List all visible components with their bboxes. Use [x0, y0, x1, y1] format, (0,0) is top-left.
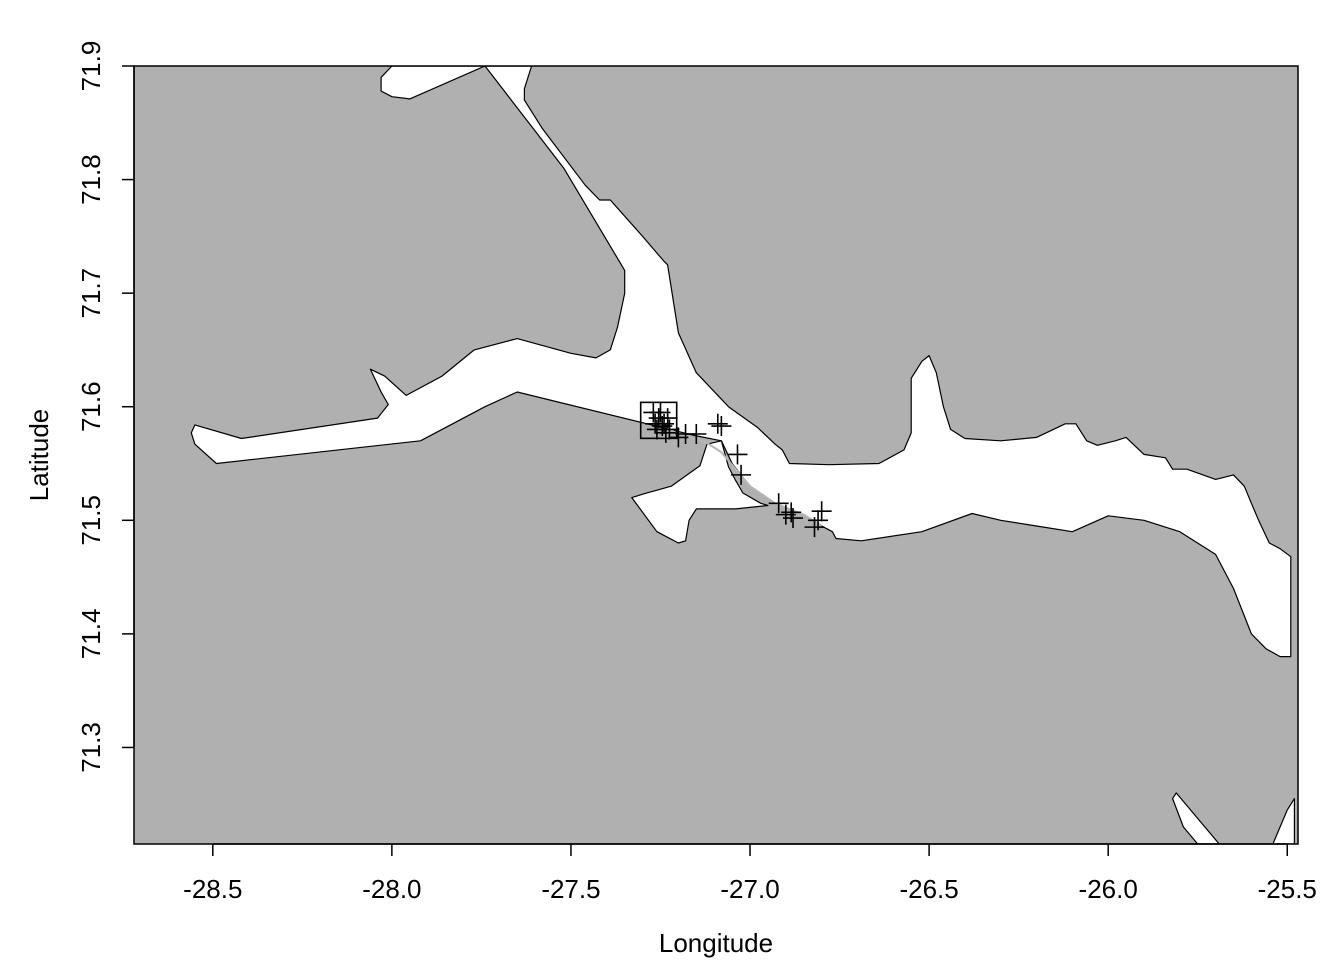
- plus-marker: [731, 464, 752, 485]
- water-layer: [190, 66, 1296, 844]
- plus-marker: [655, 422, 676, 443]
- y-tick-label: 71.4: [76, 609, 106, 660]
- y-tick-label: 71.5: [76, 495, 106, 546]
- y-tick-label: 71.7: [76, 268, 106, 319]
- x-tick-label: -26.5: [899, 874, 958, 904]
- plus-marker: [768, 493, 789, 514]
- plus-marker: [727, 444, 748, 465]
- water-area: [190, 66, 1292, 658]
- water-area: [1272, 797, 1296, 844]
- plus-marker: [654, 413, 675, 434]
- y-tick-label: 71.6: [76, 381, 106, 432]
- y-axis: 71.3 71.4 71.5 71.6 71.7 71.8 71.9: [76, 41, 135, 773]
- plus-marker: [783, 508, 804, 529]
- x-tick-label: -26.0: [1079, 874, 1138, 904]
- plus-marker: [804, 517, 825, 538]
- plus-marker: [659, 419, 680, 440]
- plus-marker: [686, 423, 707, 444]
- plus-marker: [711, 416, 732, 437]
- water-area: [1171, 792, 1220, 844]
- plus-marker: [781, 502, 802, 523]
- water-area: [631, 440, 769, 544]
- x-axis-title: Longitude: [659, 928, 773, 958]
- x-tick-label: -25.5: [1258, 874, 1317, 904]
- y-tick-label: 71.9: [76, 41, 106, 92]
- y-tick-label: 71.3: [76, 722, 106, 773]
- x-tick-label: -28.0: [362, 874, 421, 904]
- x-tick-label: -28.5: [183, 874, 242, 904]
- plus-marker: [657, 408, 678, 429]
- marker-layer: [639, 401, 832, 538]
- x-axis: -28.5 -28.0 -27.5 -27.0 -26.5 -26.0 -25.5: [183, 843, 1317, 904]
- plus-marker: [811, 501, 832, 522]
- y-axis-title: Latitude: [24, 409, 54, 502]
- plus-marker: [707, 413, 728, 434]
- y-tick-label: 71.8: [76, 154, 106, 205]
- x-tick-label: -27.0: [720, 874, 779, 904]
- start-square-marker: [639, 401, 678, 440]
- x-tick-label: -27.5: [541, 874, 600, 904]
